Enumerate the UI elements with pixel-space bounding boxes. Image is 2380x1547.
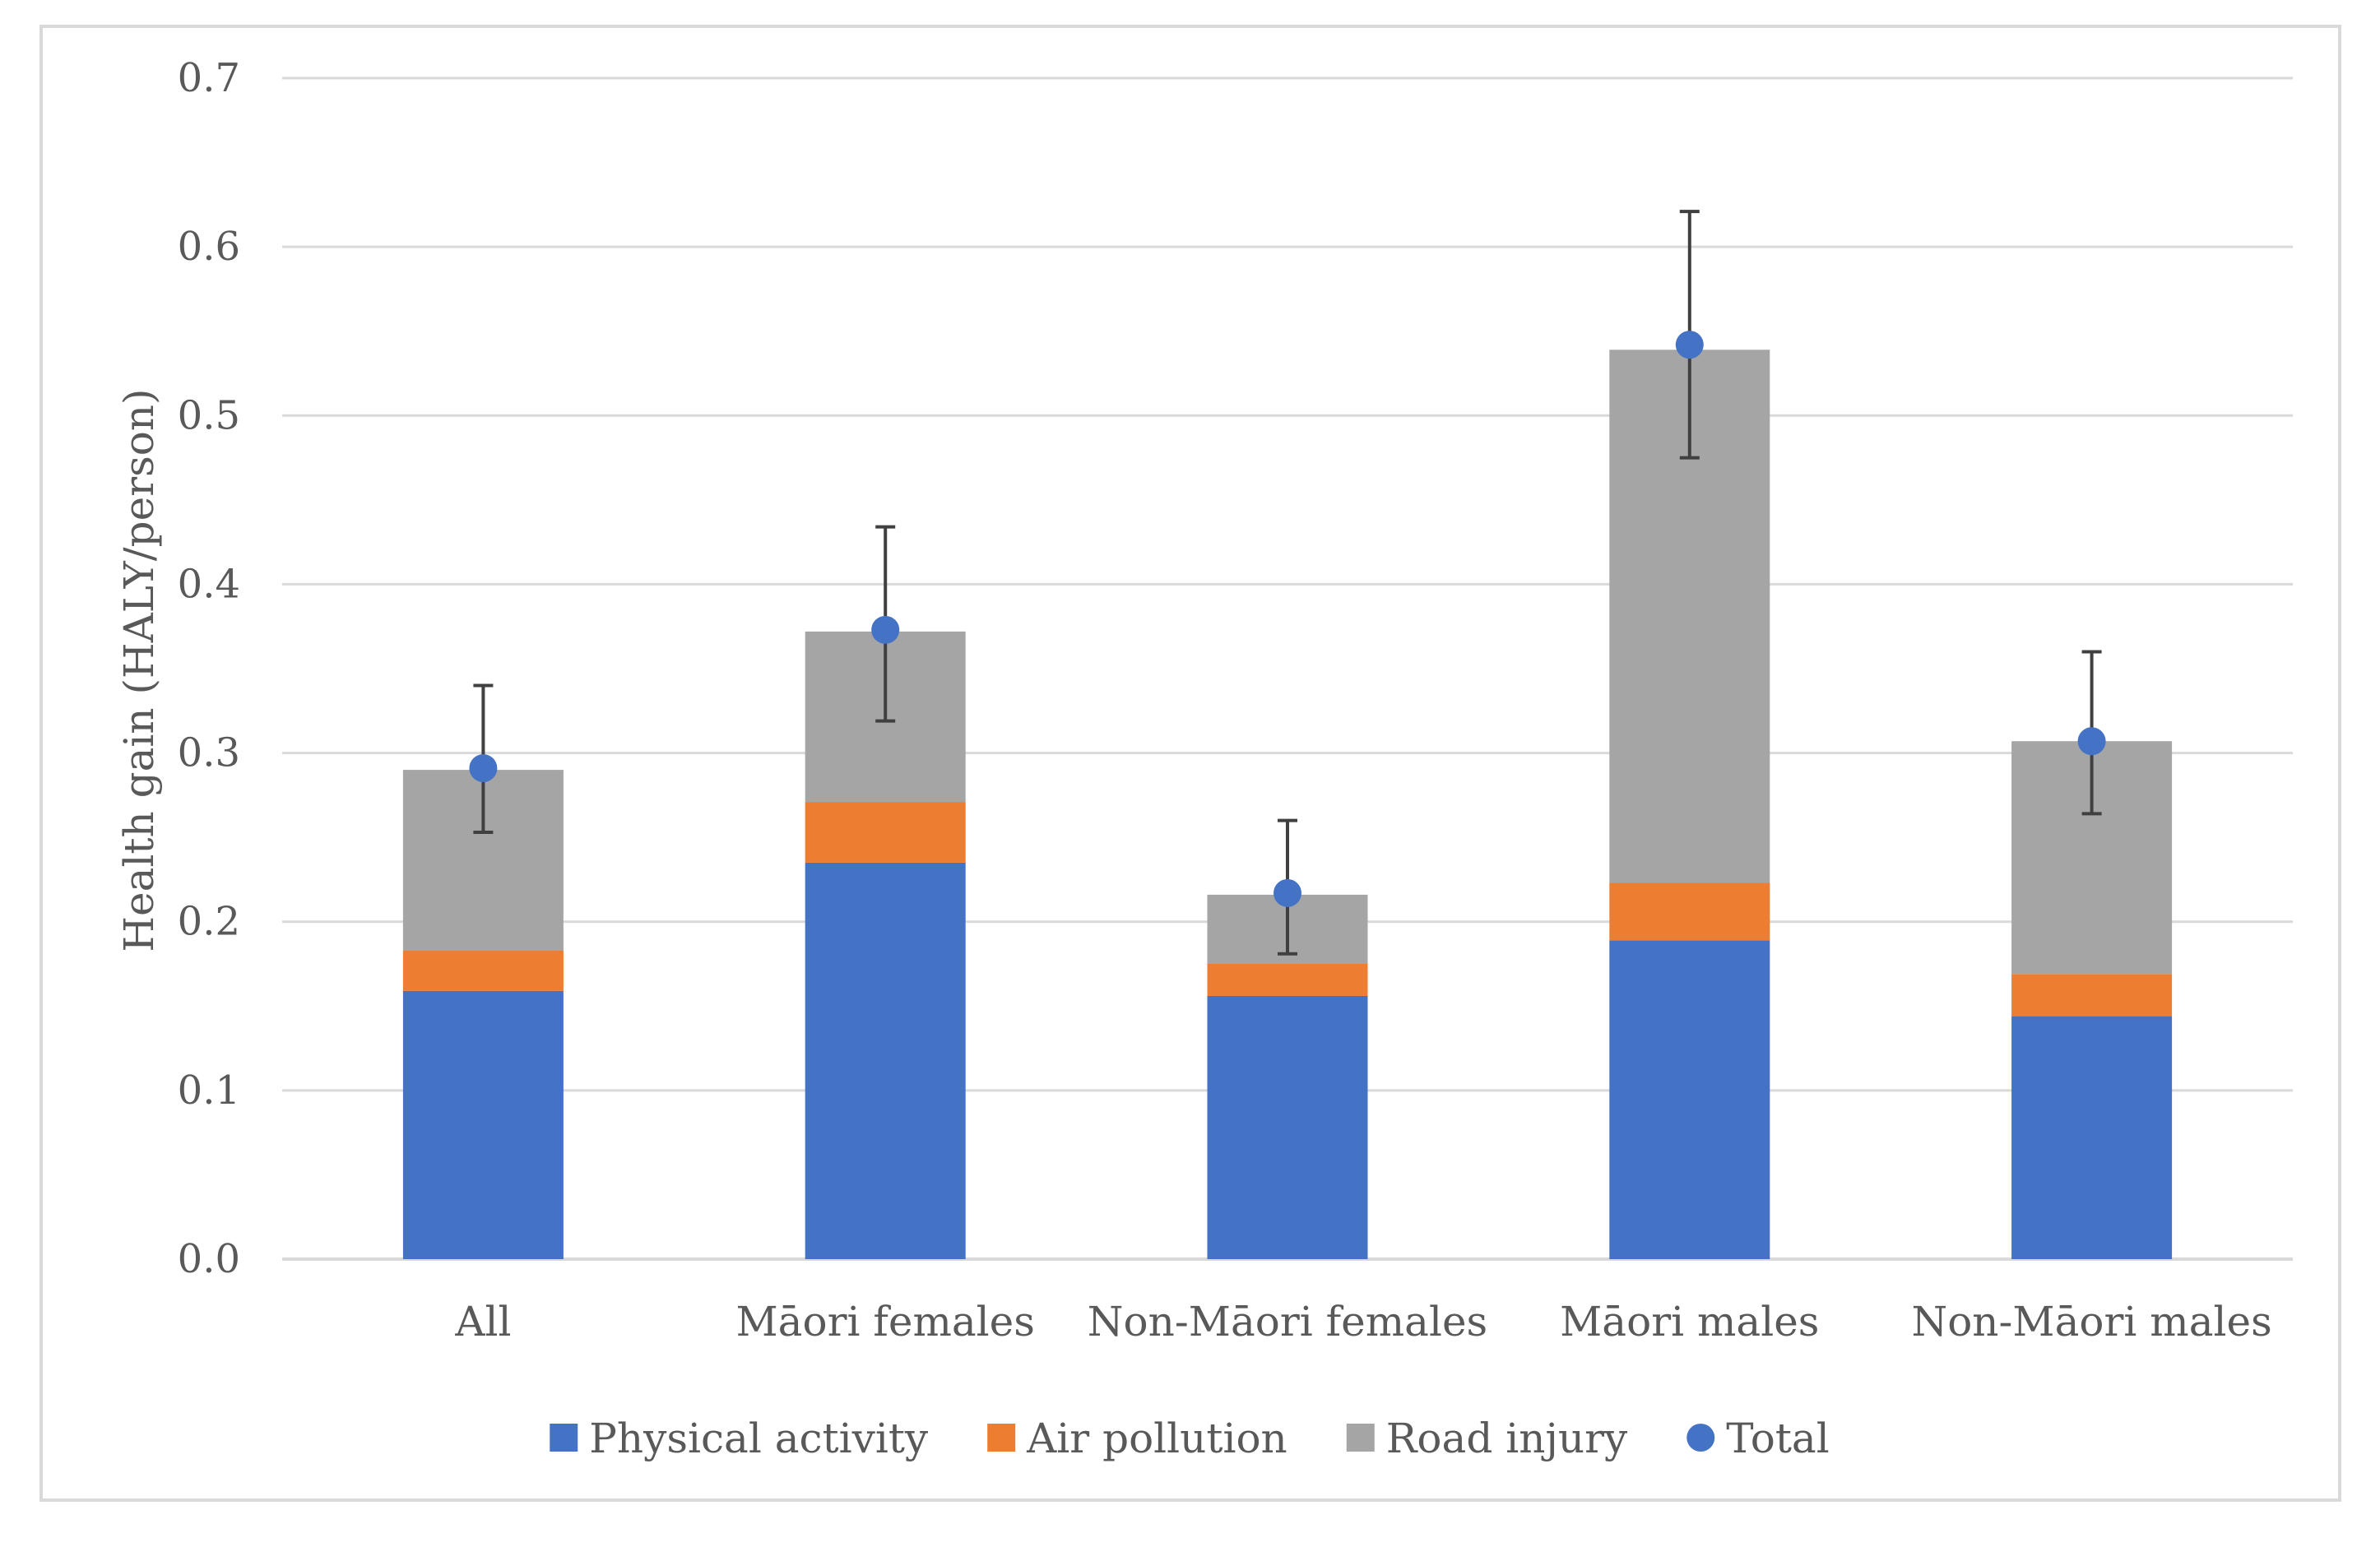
- x-category-label: Māori females: [735, 1298, 1034, 1346]
- y-tick-label: 0.6: [178, 224, 240, 270]
- bar-air-pollution: [2011, 974, 2173, 1017]
- total-marker: [871, 615, 900, 644]
- x-category-label: Māori males: [1560, 1298, 1819, 1346]
- legend-swatch: [987, 1424, 1016, 1452]
- y-tick-label: 0.3: [178, 730, 240, 776]
- y-tick-label: 0.1: [178, 1068, 240, 1114]
- y-tick-label: 0.7: [178, 55, 240, 101]
- legend-item-road-injury: Road injury: [1346, 1415, 1628, 1462]
- total-marker: [1274, 878, 1301, 907]
- x-category-label: All: [454, 1298, 511, 1346]
- bar-air-pollution: [805, 802, 966, 863]
- legend-item-physical-activity: Physical activity: [550, 1415, 929, 1462]
- x-category-label: Non-Māori females: [1088, 1298, 1487, 1346]
- bar-physical-activity: [1207, 995, 1368, 1259]
- legend-marker: [1686, 1424, 1715, 1452]
- bar-air-pollution: [402, 950, 564, 991]
- legend-label: Road injury: [1386, 1415, 1628, 1462]
- y-axis-label: Health gain (HALY/person): [115, 388, 163, 952]
- total-marker: [469, 754, 498, 783]
- bar-air-pollution: [1609, 882, 1770, 941]
- legend-item-total: Total: [1686, 1415, 1830, 1462]
- legend-label: Air pollution: [1026, 1415, 1287, 1462]
- bar-physical-activity: [1609, 940, 1770, 1259]
- y-tick-label: 0.5: [178, 392, 240, 438]
- y-tick-label: 0.0: [178, 1236, 240, 1282]
- legend-swatch: [550, 1424, 578, 1452]
- y-tick-label: 0.2: [178, 899, 240, 945]
- legend-label: Total: [1726, 1415, 1829, 1462]
- y-tick-label: 0.4: [178, 561, 240, 607]
- total-marker: [2077, 727, 2106, 756]
- legend-label: Physical activity: [589, 1415, 929, 1462]
- bar-physical-activity: [402, 990, 564, 1259]
- bar-physical-activity: [2011, 1016, 2173, 1259]
- x-category-label: Non-Māori males: [1911, 1298, 2271, 1346]
- legend-swatch: [1346, 1424, 1375, 1452]
- total-marker: [1675, 331, 1704, 359]
- bar-physical-activity: [805, 862, 966, 1259]
- legend-item-air-pollution: Air pollution: [987, 1415, 1287, 1462]
- bar-air-pollution: [1207, 964, 1368, 996]
